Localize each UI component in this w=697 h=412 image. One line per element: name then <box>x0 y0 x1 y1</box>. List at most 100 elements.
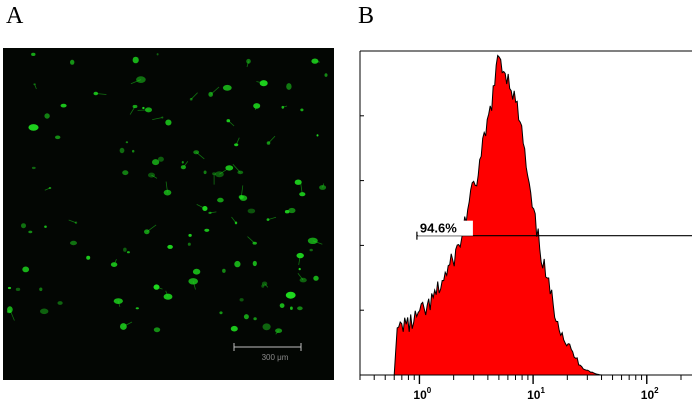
gate-marker: 94.6% <box>416 220 692 240</box>
fluorescent-cell <box>284 210 290 214</box>
fluorescent-cell <box>230 325 238 332</box>
cell-process <box>34 84 37 90</box>
fluorescent-cell <box>55 135 61 140</box>
x-axis-ticks <box>359 375 682 384</box>
x-tick-label: 101 <box>527 386 545 402</box>
cell-process <box>282 105 288 108</box>
x-axis-tick-labels: 100 101 102 <box>413 386 659 402</box>
x-tick-base: 10 <box>527 388 541 402</box>
fluorescent-cell <box>40 308 49 315</box>
fluorescent-cell <box>285 291 296 299</box>
panel-a-label: A <box>6 3 24 29</box>
fluorescent-cell <box>253 317 257 321</box>
fluorescent-cell <box>21 223 26 229</box>
fluorescent-cell <box>309 248 313 252</box>
fluorescent-cell <box>225 165 234 171</box>
cell-process <box>117 300 121 307</box>
fluorescent-cell <box>294 179 302 185</box>
fluorescent-cell <box>252 260 257 267</box>
cell-process <box>152 117 163 120</box>
cell-process <box>312 240 323 245</box>
fluorescent-cell <box>125 141 129 144</box>
cell-process <box>246 61 249 68</box>
fluorescent-cell <box>222 84 232 91</box>
fluorescent-cell <box>188 278 198 285</box>
cell-process <box>209 211 217 214</box>
fluorescent-cell <box>259 80 268 87</box>
fluorescent-cell <box>313 275 319 281</box>
gate-label: 94.6% <box>420 221 457 236</box>
x-tick-base: 10 <box>413 388 427 402</box>
fluorescent-cell <box>298 267 301 271</box>
cell-process <box>165 181 168 193</box>
fluorescent-cell <box>22 266 30 273</box>
fluorescent-cell <box>132 56 139 64</box>
gate-label-background <box>417 220 473 236</box>
cell-process <box>44 187 51 191</box>
flow-cytometry-histogram: 100 101 102 94.6% <box>355 46 697 407</box>
fluorescent-cell <box>167 244 173 249</box>
cell-process <box>196 204 206 209</box>
cell-process <box>210 86 220 95</box>
fluorescent-cell <box>165 119 172 126</box>
histogram-series <box>393 54 602 376</box>
fluorescent-cell <box>7 286 12 290</box>
fluorescent-cell <box>324 73 328 77</box>
cell-process <box>219 168 228 175</box>
x-tick-label: 100 <box>413 386 431 402</box>
cell-process <box>190 92 198 100</box>
fluorescent-cell <box>286 83 292 90</box>
cell-process <box>95 93 107 95</box>
cell-process <box>165 290 169 297</box>
fluorescent-cell <box>247 208 256 214</box>
fluorescent-cell <box>262 323 271 331</box>
cell-process <box>123 321 133 327</box>
fluorescent-cell <box>192 268 201 275</box>
fluorescent-cell <box>15 287 21 291</box>
fluorescent-cell <box>243 314 249 320</box>
cell-process <box>113 259 117 265</box>
fluorescent-cells <box>6 52 328 335</box>
fluorescent-cell <box>239 298 244 302</box>
cell-process <box>183 161 189 168</box>
fluorescent-cell <box>187 242 191 246</box>
histogram-area <box>393 54 602 376</box>
fluorescent-cell <box>234 260 241 268</box>
fluorescent-cell <box>219 311 223 315</box>
fluorescent-cell <box>136 76 146 83</box>
fluorescent-cell <box>253 103 261 109</box>
fluorescent-cell <box>60 103 67 108</box>
fluorescence-micrograph: 300 μm <box>3 48 334 380</box>
cell-process <box>137 109 149 111</box>
fluorescent-cell <box>288 207 296 214</box>
fluorescent-cell <box>132 149 135 153</box>
cell-process <box>195 151 205 160</box>
fluorescent-cell <box>28 124 39 131</box>
scale-bar: 300 μm <box>233 343 302 362</box>
cell-process <box>247 236 255 244</box>
fluorescent-cell <box>239 195 248 201</box>
y-axis-ticks <box>360 115 364 311</box>
fluorescent-cell <box>222 268 226 273</box>
x-tick-base: 10 <box>641 388 655 402</box>
micrograph-canvas: 300 μm <box>6 52 328 362</box>
cell-process <box>146 224 157 233</box>
cell-process <box>232 164 241 173</box>
cell-process <box>235 137 240 145</box>
fluorescent-cell <box>86 255 91 260</box>
x-tick-exponent: 2 <box>654 386 659 395</box>
plot-frame <box>359 50 692 376</box>
cell-process <box>9 309 15 321</box>
fluorescent-cell <box>261 284 265 288</box>
fluorescent-cell <box>152 159 160 166</box>
cell-process <box>228 120 235 127</box>
cell-process <box>68 219 77 224</box>
fluorescent-cell <box>135 307 139 310</box>
cell-process <box>275 330 279 335</box>
fluorescent-cell <box>181 161 184 164</box>
cell-process <box>297 273 304 281</box>
fluorescent-cell <box>156 53 159 56</box>
x-tick-label: 102 <box>641 386 659 402</box>
cell-process <box>231 216 237 224</box>
fluorescent-cell <box>142 106 145 110</box>
